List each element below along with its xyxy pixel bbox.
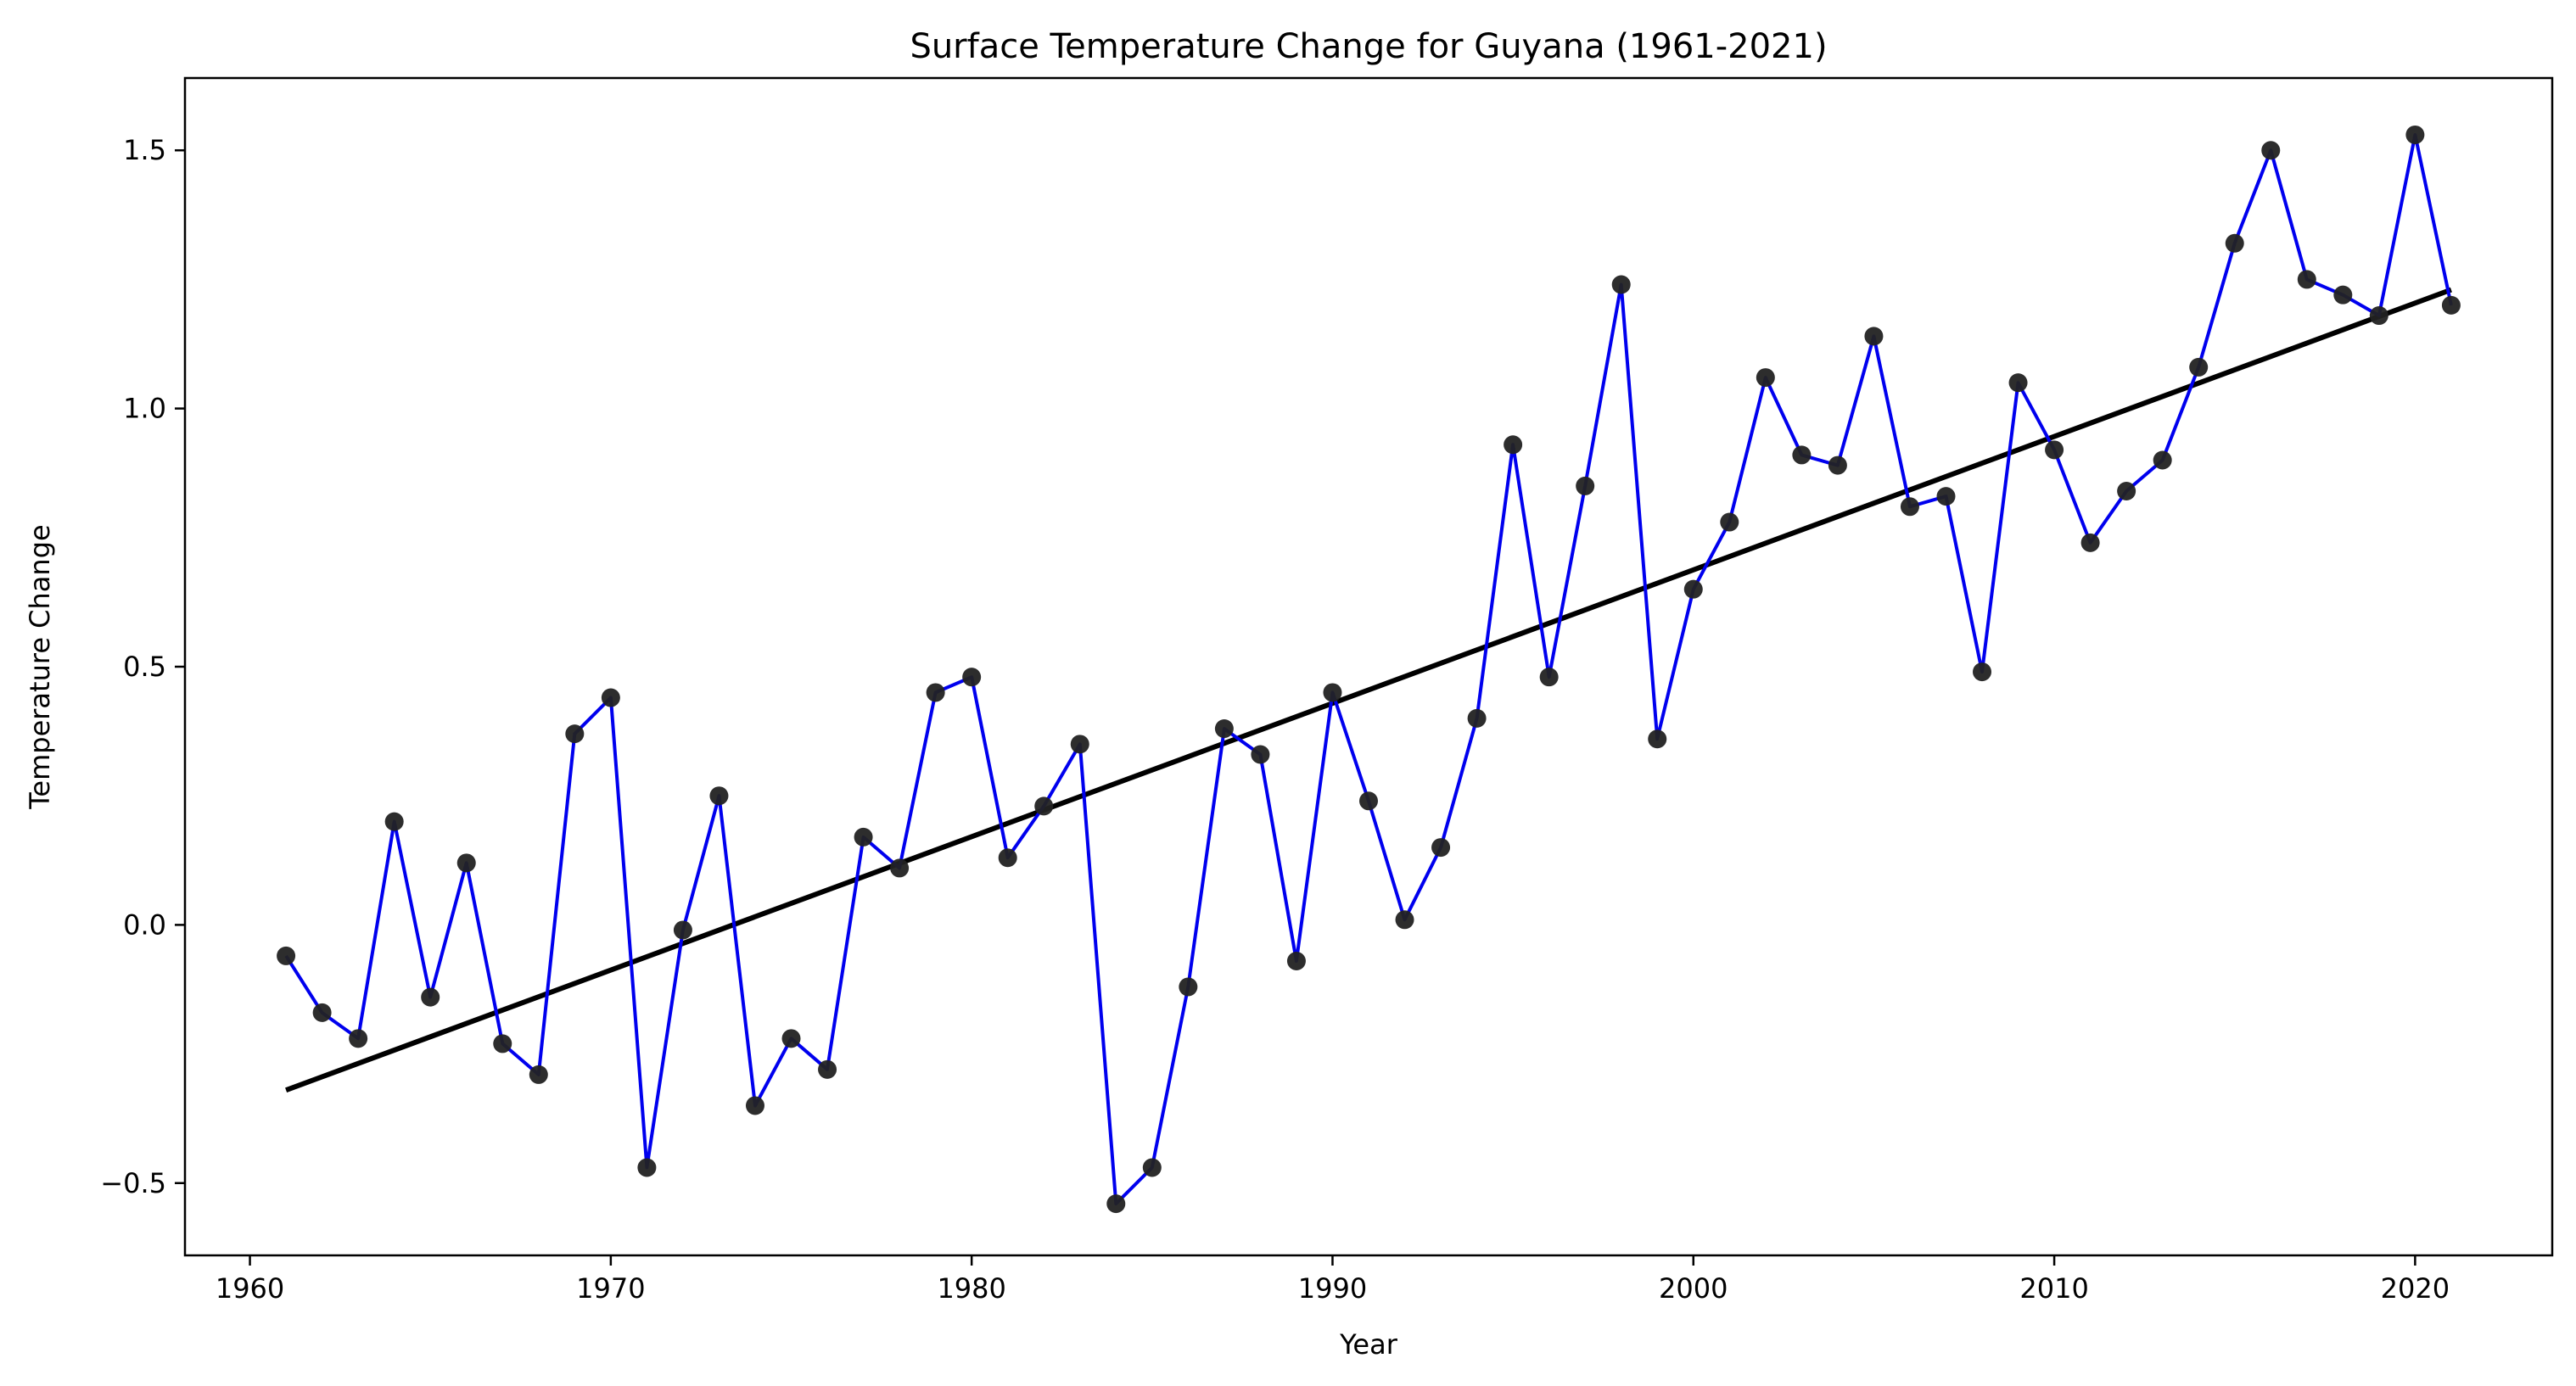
data-point (1756, 368, 1775, 388)
data-point (2080, 533, 2100, 552)
data-point (312, 1003, 332, 1022)
data-point (926, 683, 945, 702)
data-point (1900, 497, 1919, 517)
x-tick-label: 1990 (1298, 1272, 1367, 1305)
data-point (1323, 683, 1342, 702)
data-point (601, 688, 620, 707)
data-point (1720, 512, 1739, 532)
x-tick-label: 1960 (216, 1272, 284, 1305)
data-point (1179, 977, 1198, 997)
data-point (2189, 357, 2209, 377)
x-axis-label: Year (1339, 1328, 1398, 1361)
y-tick-label: 1.0 (123, 393, 166, 425)
series-line (284, 133, 2453, 1206)
data-point (421, 987, 440, 1007)
data-point (2369, 306, 2388, 326)
data-point (2045, 440, 2064, 460)
data-point (709, 786, 729, 806)
trendline (285, 287, 2452, 1093)
data-point (1395, 910, 1414, 930)
data-point (2261, 141, 2281, 160)
data-point (529, 1065, 548, 1084)
y-axis-label: Temperature Change (24, 524, 56, 809)
data-point (1359, 791, 1378, 811)
data-point (1828, 455, 1847, 475)
data-point (745, 1096, 764, 1115)
data-point (2333, 285, 2353, 305)
y-tick-label: 0.5 (123, 651, 166, 683)
series-layer (284, 133, 2453, 1206)
data-point (1286, 952, 1306, 970)
data-point (673, 920, 692, 940)
data-point (854, 827, 873, 847)
data-point (1431, 838, 1451, 858)
data-point (384, 812, 404, 831)
data-point (1034, 796, 1054, 816)
data-point (890, 858, 910, 878)
x-tick-label: 2020 (2381, 1272, 2450, 1305)
x-tick-label: 1970 (576, 1272, 645, 1305)
y-tick-label: 1.5 (123, 134, 166, 166)
data-point (2405, 125, 2425, 144)
x-axis-ticks: 1960 1970 1980 1990 2000 2010 2020 (216, 1255, 2450, 1305)
x-tick-label: 1980 (937, 1272, 1005, 1305)
data-point (1973, 662, 1992, 682)
data-point (962, 668, 982, 687)
data-point (2008, 373, 2028, 393)
data-point (1864, 327, 1884, 346)
data-point (1504, 435, 1523, 455)
data-point (1648, 729, 1667, 749)
data-point (1251, 745, 1270, 764)
x-tick-label: 2010 (2019, 1272, 2088, 1305)
data-point (1070, 735, 1089, 754)
y-axis-ticks: −0.5 0.0 0.5 1.0 1.5 (100, 134, 185, 1199)
data-point (349, 1029, 368, 1048)
chart-title: Surface Temperature Change for Guyana (1… (910, 27, 1827, 66)
data-point (565, 724, 585, 744)
data-point (1576, 476, 1595, 495)
data-point (2153, 450, 2172, 470)
data-point (1611, 275, 1631, 294)
trendline-layer (285, 287, 2452, 1093)
data-point (1142, 1158, 1162, 1177)
data-point (1792, 445, 1812, 465)
marker-layer (277, 125, 2461, 1214)
data-point (781, 1029, 801, 1048)
data-point (2225, 233, 2244, 253)
data-point (1106, 1194, 1126, 1214)
data-point (1683, 579, 1703, 599)
data-point (1467, 708, 1487, 728)
data-point (637, 1158, 657, 1177)
x-tick-label: 2000 (1659, 1272, 1728, 1305)
data-point (277, 946, 296, 965)
data-point (1539, 668, 1559, 687)
y-tick-label: −0.5 (100, 1167, 166, 1199)
data-point (818, 1059, 837, 1079)
data-point (493, 1034, 512, 1053)
data-point (2441, 295, 2461, 315)
y-tick-label: 0.0 (123, 908, 166, 941)
data-point (998, 848, 1017, 868)
data-point (2297, 270, 2316, 289)
data-point (2117, 482, 2136, 501)
data-point (456, 853, 476, 873)
data-point (1936, 487, 1956, 506)
data-point (1214, 719, 1234, 739)
